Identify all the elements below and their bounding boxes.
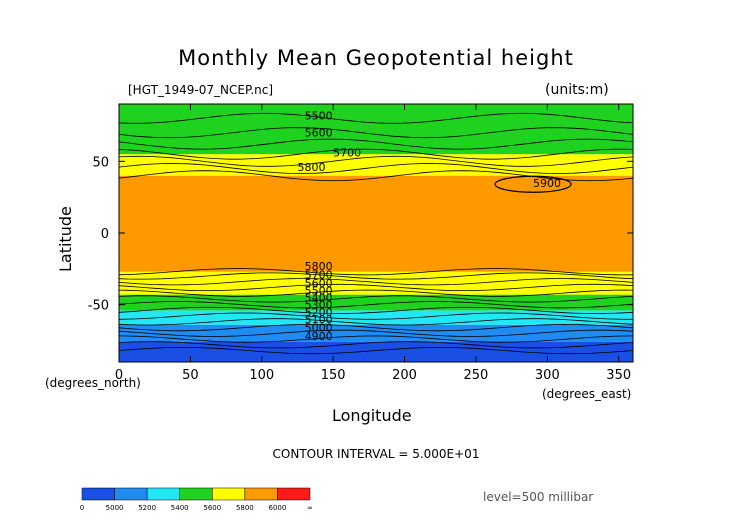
contour-label-11: 5200 <box>305 306 333 319</box>
contour-line-9 <box>118 295 634 303</box>
contour-line-4 <box>118 323 634 332</box>
contour-line-11 <box>118 283 634 291</box>
colorbar-swatch-5 <box>244 487 278 501</box>
contour-line-1 <box>118 341 634 349</box>
contour-line-21 <box>118 112 634 124</box>
contour-label-13: 5000 <box>305 322 333 335</box>
color-band-0 <box>119 341 633 362</box>
contour-line-6 <box>118 312 633 320</box>
y-tick-label-1: 0 <box>101 227 109 242</box>
color-band-3 <box>119 294 633 311</box>
contour-line-13 <box>118 272 634 280</box>
colorbar-label-0: 0 <box>80 504 84 512</box>
chart-title: Monthly Mean Geopotential height <box>178 46 574 70</box>
colorbar-label-4: 5600 <box>203 504 221 512</box>
colorbar-swatch-6 <box>277 487 311 501</box>
contour-label-4: 5900 <box>533 177 561 190</box>
plot-frame <box>118 103 634 363</box>
contour-line-5900 <box>494 175 572 193</box>
colorbar-swatch-3 <box>179 487 213 501</box>
y-tick-label-2: 50 <box>92 155 109 170</box>
contour-line-17 <box>118 155 634 167</box>
colorbar-swatch-2 <box>146 487 180 501</box>
colorbar-label-7: ∞ <box>307 504 313 512</box>
y-axis-units: (degrees_north) <box>45 376 141 390</box>
x-axis-units: (degrees_east) <box>542 387 632 401</box>
contour-line-20 <box>118 127 634 139</box>
x-tick-label-4: 200 <box>392 368 417 383</box>
contour-line-19 <box>118 138 634 150</box>
units-label: (units:m) <box>545 82 609 98</box>
contour-line-15 <box>118 170 634 182</box>
contour-label-8: 5500 <box>305 284 333 297</box>
contour-line-12 <box>118 278 634 286</box>
contour-label-10: 5300 <box>305 299 333 312</box>
contour-line-18 <box>118 148 634 160</box>
colorbar-label-2: 5200 <box>138 504 156 512</box>
y-axis-label: Latitude <box>56 206 75 272</box>
color-band-6 <box>119 154 633 176</box>
contour-line-3 <box>118 329 634 337</box>
colorbar-swatch-0 <box>81 487 115 501</box>
contour-label-14: 4900 <box>305 330 333 343</box>
x-axis-label: Longitude <box>332 406 412 425</box>
x-tick-label-5: 250 <box>464 368 489 383</box>
contour-label-1: 5600 <box>305 127 333 140</box>
contour-interval-label: CONTOUR INTERVAL = 5.000E+01 <box>272 447 480 461</box>
color-band-4 <box>119 271 633 295</box>
color-band-7 <box>119 104 633 155</box>
file-name-label: [HGT_1949-07_NCEP.nc] <box>128 83 274 97</box>
contour-label-12: 5100 <box>305 313 333 326</box>
contour-line-14 <box>118 268 634 276</box>
x-tick-label-3: 150 <box>321 368 346 383</box>
y-tick-label-0: -50 <box>88 299 109 314</box>
contour-line-7 <box>118 306 634 314</box>
contour-label-7: 5600 <box>305 277 333 290</box>
x-tick-label-2: 100 <box>249 368 274 383</box>
contour-label-0: 5500 <box>305 109 333 122</box>
contour-label-2: 5700 <box>333 147 361 160</box>
contour-label-9: 5400 <box>305 292 333 305</box>
colorbar-label-1: 5000 <box>106 504 124 512</box>
contour-line-16 <box>118 163 634 174</box>
contour-label-6: 5700 <box>305 269 333 282</box>
x-tick-label-7: 350 <box>606 368 631 383</box>
colorbar-swatch-4 <box>212 487 246 501</box>
contour-label-5: 5800 <box>305 260 333 273</box>
x-tick-label-1: 50 <box>182 368 199 383</box>
color-band-1 <box>119 324 633 342</box>
colorbar-label-5: 5800 <box>236 504 254 512</box>
color-band-5 <box>119 175 633 272</box>
contour-line-0 <box>118 347 634 355</box>
contour-label-3: 5800 <box>297 161 325 174</box>
colorbar-swatch-1 <box>114 487 148 501</box>
level-label: level=500 millibar <box>483 490 594 504</box>
color-band-2 <box>119 310 633 325</box>
x-tick-label-6: 300 <box>535 368 560 383</box>
colorbar-label-6: 6000 <box>269 504 287 512</box>
contour-line-5 <box>118 318 634 326</box>
contour-line-8 <box>118 301 634 309</box>
contour-line-10 <box>118 289 634 297</box>
colorbar-label-3: 5400 <box>171 504 189 512</box>
contour-line-2 <box>118 335 634 343</box>
